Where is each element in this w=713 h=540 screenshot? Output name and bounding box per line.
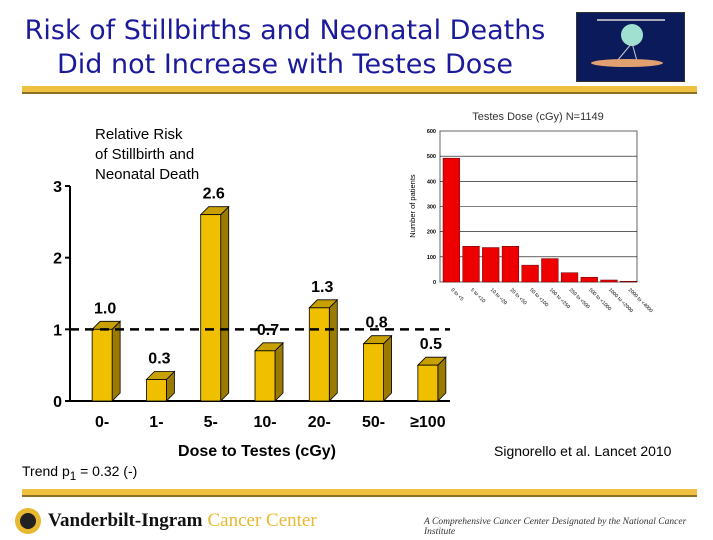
y-tick-label: 0 [433, 280, 436, 286]
histogram-bar [560, 272, 579, 283]
oak-leaf-logo-icon [15, 508, 41, 534]
x-tick-label: 10- [253, 414, 276, 431]
histogram-title: Testes Dose (cGy) N=1149 [472, 111, 604, 123]
header-divider [22, 86, 697, 94]
histogram-bar [462, 246, 480, 283]
tagline: A Comprehensive Cancer Center Designated… [424, 517, 687, 537]
trend-p-value: Trend p1 = 0.32 (-) [22, 463, 137, 483]
y-tick-label: 500 [427, 154, 436, 160]
trend-suffix: = 0.32 (-) [76, 463, 138, 479]
histogram-bar [580, 276, 598, 283]
y-tick-label: 1 [53, 322, 62, 339]
x-axis-label: Dose to Testes (cGy) [178, 443, 336, 460]
data-label: 0.8 [365, 315, 387, 332]
therapy-diagram-image [576, 12, 685, 82]
chart-title-line: Relative Risk [95, 126, 183, 143]
x-tick-label: 5- [204, 414, 218, 431]
trend-sub: 1 [69, 469, 77, 483]
bar [200, 214, 222, 402]
bar [146, 379, 167, 402]
x-tick-label: 0 to <5 [449, 287, 464, 302]
bar [417, 364, 439, 402]
data-label: 0.5 [420, 336, 442, 353]
y-tick-label: 300 [427, 205, 436, 211]
chart-title-line: of Stillbirth and [95, 146, 194, 163]
y-tick-label: 0 [53, 394, 62, 411]
vanderbilt-logo: Vanderbilt-Ingram Cancer Center [14, 507, 317, 535]
histogram-bar [442, 157, 460, 283]
data-label: 1.0 [94, 300, 116, 317]
y-tick-label: 400 [427, 179, 436, 185]
histogram-bar [620, 280, 638, 283]
trend-prefix: Trend p [22, 463, 70, 479]
data-label: 0.3 [148, 351, 170, 368]
footer-divider [22, 489, 697, 497]
x-tick-label: 20- [308, 414, 331, 431]
slide-title: Risk of Stillbirths and Neonatal Deaths … [0, 14, 570, 82]
data-label: 1.3 [311, 279, 333, 296]
y-tick-label: 3 [53, 179, 62, 196]
x-tick-label: 20 to <50 [509, 287, 528, 306]
histogram-bar [482, 247, 500, 283]
bar [254, 350, 276, 402]
histogram-bar [521, 264, 539, 283]
bar [308, 307, 330, 402]
x-tick-label: 50 to <100 [528, 287, 549, 308]
y-axis-label: Number of patients [408, 174, 417, 238]
brand-name: Vanderbilt-Ingram [48, 510, 203, 531]
citation: Signorello et al. Lancet 2010 [494, 443, 672, 459]
histogram-bar [501, 246, 520, 283]
bar [363, 343, 384, 402]
title-line-1: Risk of Stillbirths and Neonatal Deaths [24, 15, 546, 46]
histogram-bar [541, 258, 559, 283]
y-tick-label: 2 [53, 251, 62, 268]
x-tick-label: 0- [95, 414, 109, 431]
histogram-bar [600, 279, 618, 283]
chart-title-line: Neonatal Death [95, 166, 199, 183]
x-tick-label: 50- [362, 414, 385, 431]
y-tick-label: 100 [427, 255, 436, 261]
x-tick-label: 10 to <20 [489, 287, 508, 306]
data-label: 2.6 [203, 186, 225, 203]
y-tick-label: 200 [427, 230, 436, 236]
brand-name-2: Cancer Center [207, 510, 317, 531]
x-tick-label: 5 to <10 [469, 287, 486, 304]
x-tick-label: ≥100 [410, 414, 446, 431]
x-tick-label: 1- [149, 414, 163, 431]
title-line-2: Did not Increase with Testes Dose [57, 49, 513, 80]
y-tick-label: 600 [427, 129, 436, 135]
